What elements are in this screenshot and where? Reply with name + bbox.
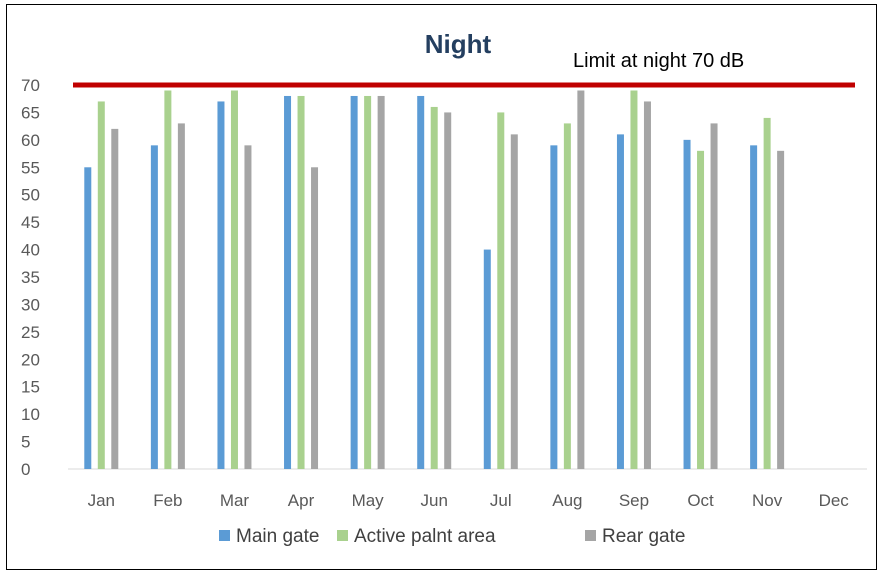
bar-rear-gate-apr xyxy=(311,167,319,470)
y-tick-label: 35 xyxy=(21,268,40,287)
y-tick-label: 10 xyxy=(21,405,40,424)
x-tick-label: Feb xyxy=(153,491,182,510)
x-tick-label: Jan xyxy=(88,491,115,510)
bar-rear-gate-oct xyxy=(710,123,718,470)
y-tick-label: 70 xyxy=(21,76,40,95)
bar-active-palnt-area-apr xyxy=(297,95,305,469)
bar-rear-gate-aug xyxy=(577,90,585,469)
y-tick-label: 60 xyxy=(21,131,40,150)
y-tick-label: 0 xyxy=(21,460,30,479)
chart-frame: Night Limit at night 70 dB 0 5 10 15 20 25 30 3… xyxy=(6,4,877,570)
x-tick-label: Dec xyxy=(819,491,850,510)
bar-rear-gate-sep xyxy=(643,101,651,469)
y-tick-label: 20 xyxy=(21,350,40,369)
bars xyxy=(84,90,785,470)
legend-label: Rear gate xyxy=(602,526,685,547)
limit-annotation: Limit at night 70 dB xyxy=(573,50,744,72)
legend: Main gate Active palnt area Rear gate xyxy=(219,526,685,547)
y-tick-label: 40 xyxy=(21,241,40,260)
bar-active-palnt-area-feb xyxy=(164,90,172,469)
y-tick-label: 30 xyxy=(21,295,40,314)
y-tick-label: 50 xyxy=(21,186,40,205)
bar-main-gate-may xyxy=(350,95,358,469)
legend-label: Active palnt area xyxy=(354,526,496,547)
legend-swatch xyxy=(219,530,230,541)
y-tick-label: 5 xyxy=(21,433,30,452)
bar-active-palnt-area-jun xyxy=(430,106,438,469)
legend-swatch xyxy=(585,530,596,541)
bar-main-gate-jul xyxy=(483,249,491,469)
bar-main-gate-jan xyxy=(84,167,92,470)
bar-active-palnt-area-aug xyxy=(563,123,571,470)
bar-rear-gate-feb xyxy=(177,123,185,470)
bar-main-gate-apr xyxy=(284,95,292,469)
chart-title: Night xyxy=(425,29,492,59)
y-tick-label: 45 xyxy=(21,213,40,232)
y-axis: 0 5 10 15 20 25 30 35 40 45 50 55 60 65 70 xyxy=(21,76,40,479)
x-tick-label: Mar xyxy=(220,491,250,510)
y-tick-label: 25 xyxy=(21,323,40,342)
legend-swatch xyxy=(337,530,348,541)
x-tick-label: Jul xyxy=(490,491,512,510)
bar-main-gate-aug xyxy=(550,145,558,470)
x-tick-label: Apr xyxy=(288,491,315,510)
x-tick-label: Nov xyxy=(752,491,783,510)
bar-main-gate-mar xyxy=(217,101,225,469)
bar-main-gate-oct xyxy=(683,139,691,469)
y-tick-label: 55 xyxy=(21,158,40,177)
x-axis: Jan Feb Mar Apr May Jun Jul Aug Sep Oct Nov Dec xyxy=(88,491,850,510)
legend-label: Main gate xyxy=(236,526,319,547)
y-tick-label: 15 xyxy=(21,378,40,397)
x-tick-label: Jun xyxy=(420,491,447,510)
x-tick-label: May xyxy=(352,491,385,510)
bar-main-gate-sep xyxy=(616,134,624,469)
bar-active-palnt-area-nov xyxy=(763,117,771,470)
bar-main-gate-nov xyxy=(750,145,758,470)
bar-main-gate-feb xyxy=(150,145,158,470)
bar-active-palnt-area-may xyxy=(364,95,372,469)
x-tick-label: Oct xyxy=(687,491,714,510)
y-tick-label: 65 xyxy=(21,103,40,122)
night-noise-chart: Night Limit at night 70 dB 0 5 10 15 20 25 30 3… xyxy=(21,29,867,547)
x-tick-label: Sep xyxy=(619,491,649,510)
bar-active-palnt-area-sep xyxy=(630,90,638,469)
bar-main-gate-jun xyxy=(417,95,425,469)
bar-active-palnt-area-oct xyxy=(697,150,705,470)
bar-active-palnt-area-mar xyxy=(230,90,238,469)
bar-active-palnt-area-jul xyxy=(497,112,505,469)
bar-rear-gate-nov xyxy=(777,150,785,470)
bar-rear-gate-may xyxy=(377,95,385,469)
bar-rear-gate-jun xyxy=(444,112,452,469)
bar-rear-gate-jan xyxy=(111,128,119,469)
bar-rear-gate-jul xyxy=(510,134,518,469)
bar-active-palnt-area-jan xyxy=(97,101,105,469)
bar-rear-gate-mar xyxy=(244,145,252,470)
x-tick-label: Aug xyxy=(552,491,582,510)
